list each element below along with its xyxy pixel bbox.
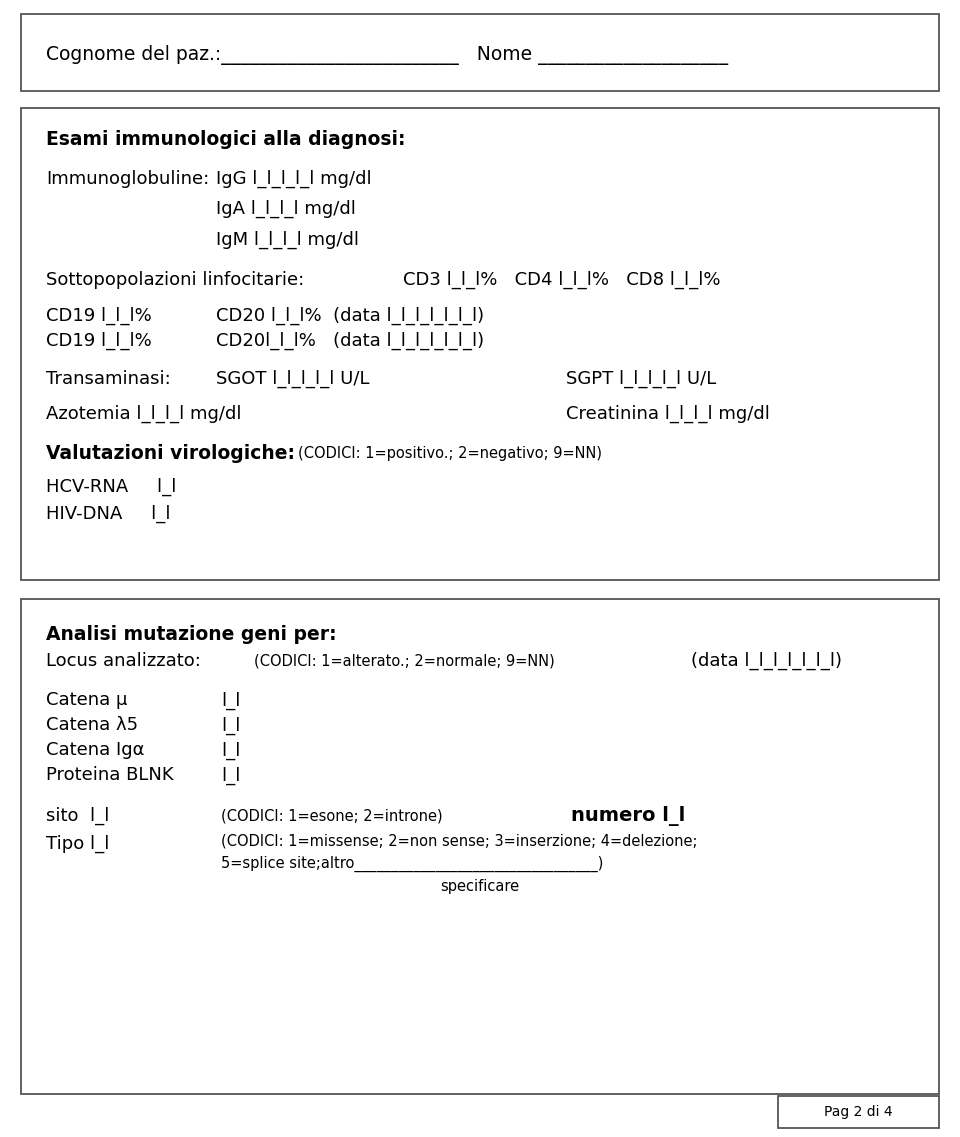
Text: Catena μ: Catena μ [46,691,128,709]
Text: (CODICI: 1=alterato.; 2=normale; 9=NN): (CODICI: 1=alterato.; 2=normale; 9=NN) [254,653,555,669]
Text: Catena Igα: Catena Igα [46,741,145,760]
Text: numero l_l: numero l_l [571,806,685,827]
Bar [21,599,939,1094]
Text: CD20l_l_l%   (data l_l_l_l_l_l_l): CD20l_l_l% (data l_l_l_l_l_l_l) [216,332,484,350]
Text: l_l: l_l [221,766,240,785]
Text: Analisi mutazione geni per:: Analisi mutazione geni per: [46,625,337,644]
Text: HCV-RNA     l_l: HCV-RNA l_l [46,478,177,496]
Text: SGOT l_l_l_l_l U/L: SGOT l_l_l_l_l U/L [216,370,370,388]
Text: (CODICI: 1=missense; 2=non sense; 3=inserzione; 4=delezione;: (CODICI: 1=missense; 2=non sense; 3=inse… [221,833,697,849]
Text: sito  l_l: sito l_l [46,807,109,825]
Text: 5=splice site;altro_________________________________): 5=splice site;altro_____________________… [221,856,603,872]
Text: l_l: l_l [221,691,240,709]
Bar [778,1096,939,1128]
Text: Proteina BLNK: Proteina BLNK [46,766,174,785]
Text: Cognome del paz.:_________________________   Nome ____________________: Cognome del paz.:_______________________… [46,44,729,65]
Text: Creatinina l_l_l_l mg/dl: Creatinina l_l_l_l mg/dl [566,405,770,423]
Text: IgM l_l_l_l mg/dl: IgM l_l_l_l mg/dl [216,231,359,249]
Text: SGPT l_l_l_l_l U/L: SGPT l_l_l_l_l U/L [566,370,717,388]
Text: Tipo l_l: Tipo l_l [46,835,109,853]
Text: Catena λ5: Catena λ5 [46,716,138,735]
Text: Valutazioni virologiche:: Valutazioni virologiche: [46,445,295,463]
Text: l_l: l_l [221,741,240,760]
Text: Transaminasi:: Transaminasi: [46,370,171,388]
Text: Azotemia l_l_l_l mg/dl: Azotemia l_l_l_l mg/dl [46,405,242,423]
Text: IgA l_l_l_l mg/dl: IgA l_l_l_l mg/dl [216,200,356,218]
Text: HIV-DNA     l_l: HIV-DNA l_l [46,505,171,523]
Text: Locus analizzato:: Locus analizzato: [46,652,201,670]
Text: (data l_l_l_l_l_l_l): (data l_l_l_l_l_l_l) [691,652,842,670]
Text: CD3 l_l_l%   CD4 l_l_l%   CD8 l_l_l%: CD3 l_l_l% CD4 l_l_l% CD8 l_l_l% [403,271,721,289]
Text: Pag 2 di 4: Pag 2 di 4 [824,1105,893,1119]
Text: (CODICI: 1=positivo.; 2=negativo; 9=NN): (CODICI: 1=positivo.; 2=negativo; 9=NN) [298,446,602,462]
Bar [21,108,939,580]
Text: specificare: specificare [441,879,519,895]
Text: CD19 l_l_l%: CD19 l_l_l% [46,307,152,325]
Text: Sottopopolazioni linfocitarie:: Sottopopolazioni linfocitarie: [46,271,304,289]
Bar [21,14,939,91]
Text: Immunoglobuline:: Immunoglobuline: [46,169,209,188]
Text: CD20 l_l_l%  (data l_l_l_l_l_l_l): CD20 l_l_l% (data l_l_l_l_l_l_l) [216,307,484,325]
Text: CD19 l_l_l%: CD19 l_l_l% [46,332,152,350]
Text: IgG l_l_l_l_l mg/dl: IgG l_l_l_l_l mg/dl [216,169,372,188]
Text: (CODICI: 1=esone; 2=introne): (CODICI: 1=esone; 2=introne) [221,808,443,824]
Text: Esami immunologici alla diagnosi:: Esami immunologici alla diagnosi: [46,131,405,149]
Text: l_l: l_l [221,716,240,735]
